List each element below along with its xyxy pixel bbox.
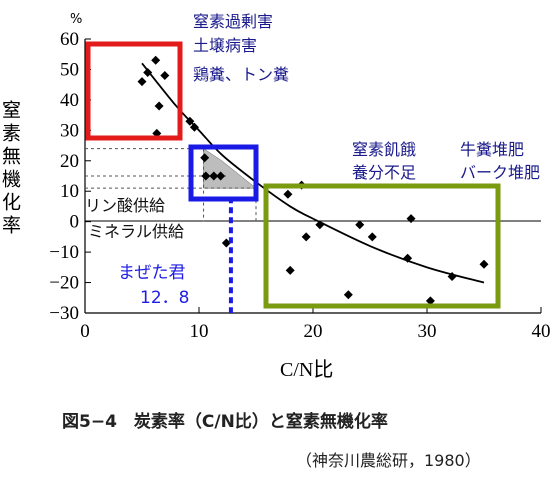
data-point (185, 116, 195, 126)
data-point (406, 214, 416, 224)
product-name-label: まぜた君 (118, 263, 186, 283)
data-point (151, 55, 161, 65)
y-axis-label: 窒素無機化率 (0, 100, 21, 238)
product-value-label: 12．8 (140, 288, 189, 308)
data-point (343, 290, 353, 300)
mineral-label: ミネラル供給 (88, 222, 184, 241)
data-point (200, 153, 210, 163)
data-point (315, 220, 325, 230)
data-point (283, 189, 293, 199)
y-tick-label: −30 (49, 303, 79, 324)
figure-caption: 図5−4 炭素率（C/N比）と窒素無機化率 (62, 411, 388, 432)
data-point (201, 171, 211, 181)
data-point (367, 232, 377, 242)
data-point (447, 271, 457, 281)
excess-materials: 鶏糞、トン糞 (193, 65, 289, 84)
data-point (137, 77, 147, 87)
starvation-materials-1: 牛糞堆肥 (460, 140, 524, 159)
y-tick-label: −10 (49, 242, 79, 263)
starvation-label-1: 窒素飢餓 (352, 140, 416, 159)
phosphate-label: リン酸供給 (85, 196, 165, 215)
x-tick-label: 10 (190, 321, 209, 342)
x-tick-label: 40 (532, 321, 551, 342)
y-tick-label: 40 (60, 90, 79, 111)
y-tick-label: 0 (70, 212, 80, 233)
y-tick-label: −20 (49, 273, 79, 294)
x-ticks: 0 10 20 30 40 (80, 307, 551, 342)
y-unit-label: % (70, 12, 82, 27)
shaded-region (203, 148, 257, 189)
x-axis-label: C/N比 (280, 358, 333, 381)
data-point (160, 71, 170, 81)
excess-label-2: 土壌病害 (193, 36, 257, 55)
x-tick-label: 20 (304, 321, 323, 342)
y-tick-label: 50 (60, 59, 79, 80)
excess-zone-box (85, 41, 183, 141)
y-tick-label: 30 (60, 120, 79, 141)
data-point (209, 171, 219, 181)
data-point (216, 171, 226, 181)
data-point (154, 101, 164, 111)
data-point (479, 259, 489, 269)
data-point (301, 232, 311, 242)
starvation-materials-2: バーク堆肥 (460, 163, 540, 182)
data-point (355, 220, 365, 230)
data-point (143, 67, 153, 77)
data-point (189, 122, 199, 132)
excess-label-1: 窒素過剰害 (193, 12, 273, 31)
data-point (221, 238, 231, 248)
data-point (425, 296, 435, 306)
data-point (285, 265, 295, 275)
y-tick-label: 20 (60, 151, 79, 172)
x-tick-label: 0 (80, 321, 90, 342)
x-tick-label: 30 (418, 321, 437, 342)
y-tick-label: 10 (60, 181, 79, 202)
optimal-zone-box (188, 144, 259, 202)
y-tick-label: 60 (60, 29, 79, 50)
starvation-zone-box (263, 183, 501, 309)
starvation-label-2: 養分不足 (352, 163, 416, 182)
data-point (403, 253, 413, 263)
figure-source: （神奈川農総研，1980） (296, 451, 481, 470)
